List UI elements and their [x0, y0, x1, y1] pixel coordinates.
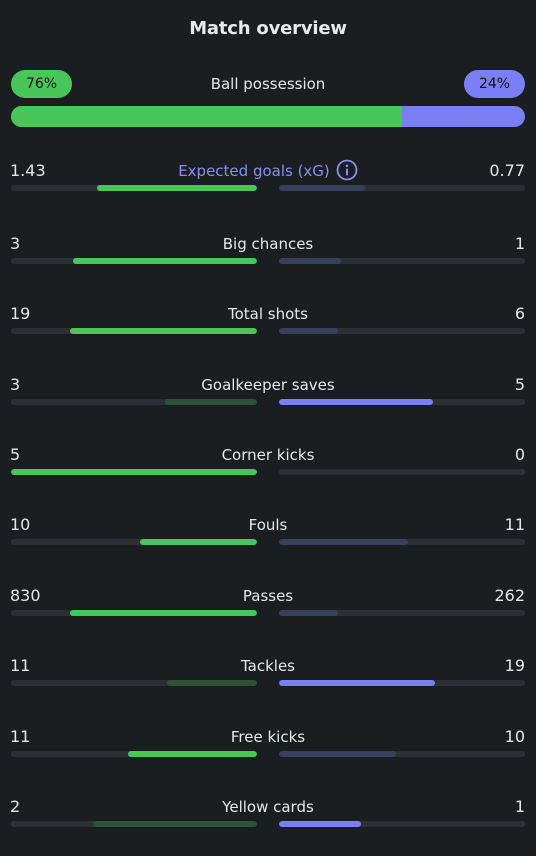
away-stat-bar-track — [279, 680, 525, 686]
stat-row: 830 Passes 262 — [10, 585, 525, 625]
home-stat-value: 1.43 — [10, 161, 46, 180]
stat-row: 2 Yellow cards 1 — [10, 796, 525, 836]
home-stat-bar-track — [11, 469, 257, 475]
stat-label-text: Expected goals (xG) — [178, 162, 330, 180]
away-stat-bar-track — [279, 185, 525, 191]
home-stat-value: 10 — [10, 515, 31, 534]
stat-label: Fouls — [71, 514, 465, 536]
stat-label: Passes — [71, 585, 465, 607]
home-stat-value: 2 — [10, 797, 21, 816]
stat-row: 5 Corner kicks 0 — [10, 444, 525, 484]
stat-row: 3 Big chances 1 — [10, 233, 525, 273]
home-stat-bar-fill — [11, 469, 257, 475]
away-stat-value: 11 — [504, 515, 525, 534]
home-stat-bar-track — [11, 185, 257, 191]
stat-label-text: Free kicks — [230, 728, 306, 746]
home-stat-bar-track — [11, 328, 257, 334]
stat-row: 10 Fouls 11 — [10, 514, 525, 554]
stat-label: Yellow cards — [71, 796, 465, 818]
home-possession-badge: 76% — [11, 70, 72, 98]
away-stat-bar-fill — [279, 610, 339, 616]
home-stat-bar-fill — [139, 539, 257, 545]
stat-label-text: Corner kicks — [221, 446, 315, 464]
stat-row: 11 Free kicks 10 — [10, 726, 525, 766]
home-stat-bar-fill — [97, 185, 257, 191]
away-stat-bar-fill — [279, 539, 408, 545]
home-stat-value: 5 — [10, 445, 21, 464]
home-stat-value: 19 — [10, 304, 31, 323]
home-stat-bar-fill — [166, 680, 257, 686]
stat-label-text: Goalkeeper saves — [201, 376, 335, 394]
away-stat-value: 5 — [514, 375, 525, 394]
possession-header: 76% Ball possession 24% — [11, 70, 525, 98]
away-stat-bar-track — [279, 258, 525, 264]
away-stat-bar-track — [279, 469, 525, 475]
panel-title: Match overview — [189, 18, 347, 39]
away-stat-bar-fill — [279, 751, 397, 757]
away-possession-badge: 24% — [464, 70, 525, 98]
away-stat-bar-track — [279, 610, 525, 616]
away-stat-value: 19 — [504, 656, 525, 675]
stat-label: Big chances — [71, 233, 465, 255]
away-stat-value: 1 — [514, 797, 525, 816]
home-stat-value: 11 — [10, 656, 31, 675]
away-stat-bar-fill — [279, 399, 433, 405]
home-stat-bar-fill — [70, 328, 257, 334]
away-stat-value: 1 — [514, 234, 525, 253]
away-stat-bar-fill — [279, 258, 341, 264]
home-stat-bar-track — [11, 258, 257, 264]
stat-label: Total shots — [71, 303, 465, 325]
stat-label-text: Fouls — [248, 516, 288, 534]
away-stat-bar-track — [279, 821, 525, 827]
possession-bar — [11, 106, 525, 127]
stat-row: 11 Tackles 19 — [10, 655, 525, 695]
away-stat-value: 0 — [514, 445, 525, 464]
away-stat-bar-fill — [279, 821, 361, 827]
stat-label: Free kicks — [71, 726, 465, 748]
away-stat-bar-fill — [279, 185, 366, 191]
home-stat-bar-fill — [70, 610, 257, 616]
stat-label-text: Passes — [242, 587, 294, 605]
home-stat-bar-track — [11, 751, 257, 757]
stat-row: 19 Total shots 6 — [10, 303, 525, 343]
info-icon[interactable] — [336, 159, 358, 181]
home-stat-bar-fill — [164, 399, 257, 405]
away-stat-bar-fill — [279, 328, 339, 334]
home-stat-bar-track — [11, 680, 257, 686]
stat-label: Tackles — [71, 655, 465, 677]
home-stat-value: 11 — [10, 727, 31, 746]
stat-label-text: Total shots — [228, 305, 308, 323]
away-stat-value: 0.77 — [489, 161, 525, 180]
stat-label-text: Big chances — [222, 235, 314, 253]
stat-label: Corner kicks — [71, 444, 465, 466]
stat-row: 1.43 Expected goals (xG) 0.77 — [10, 159, 525, 200]
home-stat-bar-fill — [128, 751, 257, 757]
away-stat-bar-track — [279, 328, 525, 334]
away-stat-value: 262 — [494, 586, 525, 605]
possession-label: Ball possession — [210, 75, 326, 93]
home-stat-bar-track — [11, 610, 257, 616]
home-stat-bar-track — [11, 539, 257, 545]
stat-label[interactable]: Expected goals (xG) — [71, 159, 465, 182]
away-stat-value: 10 — [504, 727, 525, 746]
stat-label: Goalkeeper saves — [71, 374, 465, 396]
home-stat-bar-track — [11, 821, 257, 827]
away-stat-bar-track — [279, 751, 525, 757]
home-stat-bar-track — [11, 399, 257, 405]
away-stat-bar-track — [279, 399, 525, 405]
home-stat-bar-fill — [92, 821, 257, 827]
away-stat-bar-track — [279, 539, 525, 545]
home-stat-value: 3 — [10, 375, 21, 394]
away-stat-value: 6 — [514, 304, 525, 323]
away-stat-bar-fill — [279, 680, 435, 686]
stat-label-text: Tackles — [240, 657, 296, 675]
stat-row: 3 Goalkeeper saves 5 — [10, 374, 525, 414]
home-stat-bar-fill — [72, 258, 257, 264]
stat-label-text: Yellow cards — [222, 798, 314, 816]
home-stat-value: 3 — [10, 234, 21, 253]
possession-bar-home-fill — [11, 106, 402, 127]
home-stat-value: 830 — [10, 586, 41, 605]
